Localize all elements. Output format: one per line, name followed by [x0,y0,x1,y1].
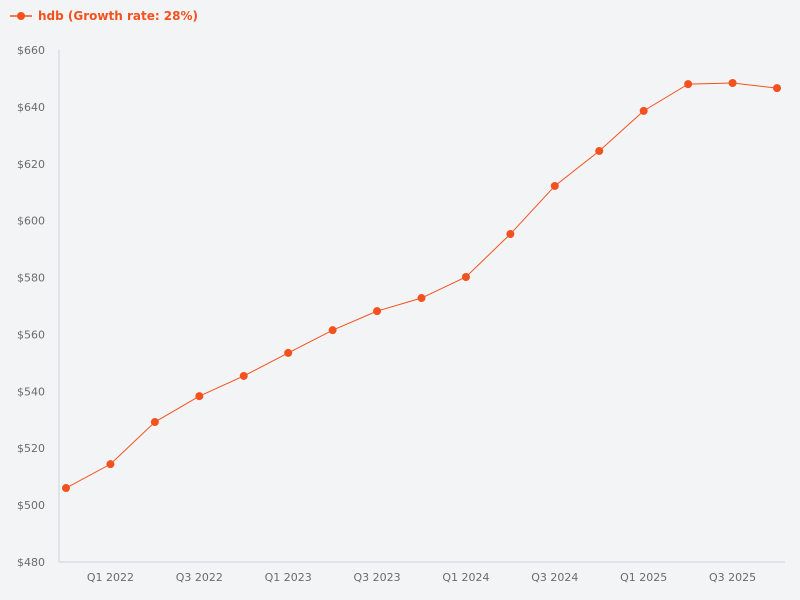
x-tick-label: Q1 2023 [265,571,312,584]
y-tick-label: $520 [17,442,45,455]
data-point[interactable] [595,146,604,155]
data-point[interactable] [195,392,204,401]
x-tick-label: Q1 2025 [620,571,667,584]
data-point[interactable] [239,371,248,380]
data-point[interactable] [106,460,115,469]
series-line [65,82,778,489]
y-tick-label: $600 [17,215,45,228]
x-tick-label: Q3 2022 [176,571,223,584]
data-point[interactable] [150,418,159,427]
x-tick-label: Q3 2025 [709,571,756,584]
x-tick-label: Q3 2023 [353,571,400,584]
x-tick-label: Q3 2024 [531,571,578,584]
y-tick-label: $500 [17,499,45,512]
y-tick-label: $560 [17,328,45,341]
y-tick-label: $580 [17,272,45,285]
legend-label: hdb (Growth rate: 28%) [38,9,199,23]
data-point[interactable] [550,181,559,190]
x-tick-label: Q1 2024 [442,571,489,584]
data-point[interactable] [284,348,293,357]
data-point[interactable] [417,294,426,303]
y-tick-label: $660 [17,44,45,57]
data-point[interactable] [506,230,515,239]
y-tick-label: $620 [17,158,45,171]
legend[interactable]: hdb (Growth rate: 28%) [10,9,198,23]
data-point[interactable] [373,307,382,316]
legend-marker-icon [10,12,32,20]
x-tick-label: Q1 2022 [87,571,134,584]
data-point[interactable] [62,484,70,493]
data-point[interactable] [684,80,693,89]
data-point[interactable] [639,106,648,115]
data-point[interactable] [728,78,737,87]
data-point[interactable] [328,326,337,335]
data-point[interactable] [773,84,781,93]
data-point[interactable] [461,272,470,281]
y-tick-label: $640 [17,101,45,114]
y-tick-label: $480 [17,556,45,569]
y-tick-label: $540 [17,385,45,398]
